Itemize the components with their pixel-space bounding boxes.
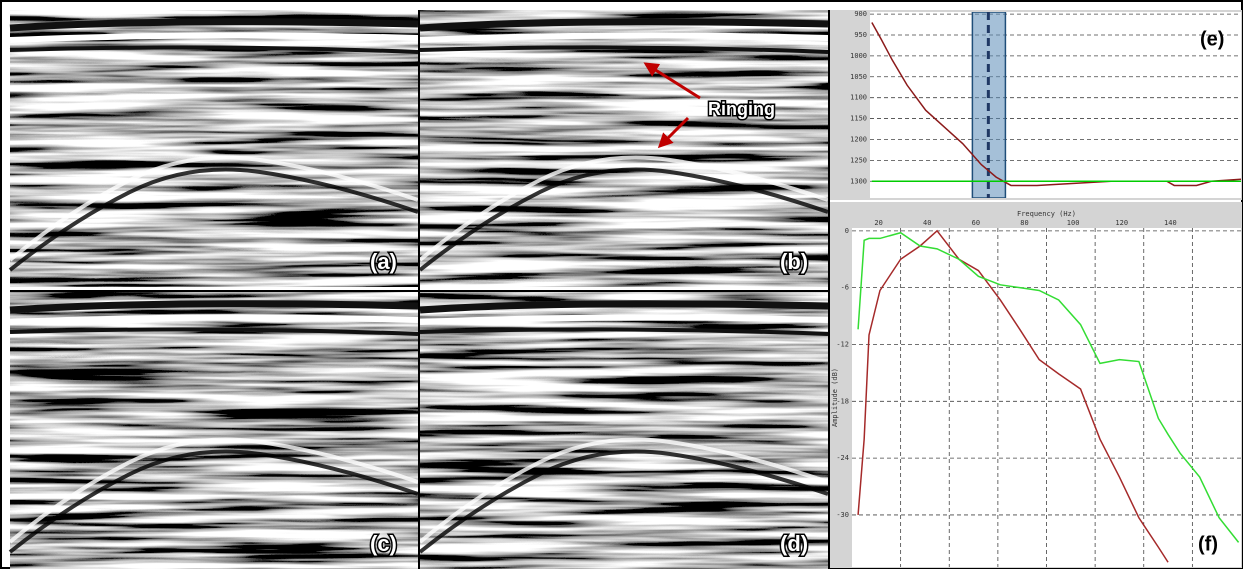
- panel-label: (d): [780, 531, 808, 556]
- seismic-image: [420, 292, 828, 569]
- x-tick-label: 120: [1115, 219, 1128, 227]
- x-tick-label: 100: [1067, 219, 1080, 227]
- x-tick-label: 40: [923, 219, 931, 227]
- y-tick-label: 1250: [850, 156, 867, 164]
- plot-area: [857, 229, 1240, 563]
- chart-label: (f): [1198, 533, 1218, 555]
- reflector: [419, 300, 829, 314]
- y-tick-label: 900: [854, 10, 867, 18]
- y-tick-label: -24: [836, 454, 849, 462]
- y-tick-label: -18: [836, 397, 849, 405]
- y-tick-label: 950: [854, 31, 867, 39]
- y-tick-label: 1300: [850, 177, 867, 185]
- reflector: [8, 449, 419, 554]
- reflector: [9, 327, 419, 336]
- seismic-image: [10, 10, 418, 287]
- arrow: [643, 62, 701, 100]
- y-tick-label: -6: [841, 284, 849, 292]
- y-tick-label: -30: [836, 511, 849, 519]
- reflector: [419, 18, 829, 32]
- seismic-image: [420, 10, 828, 287]
- y-tick-label: 1050: [850, 73, 867, 81]
- reflector: [9, 18, 419, 32]
- reflector: [8, 167, 419, 272]
- reflector: [9, 300, 419, 314]
- reflector: [418, 167, 829, 272]
- chart-e-plot: [870, 12, 1241, 198]
- seismic-image: [10, 292, 418, 569]
- y-tick-label: 1000: [850, 52, 867, 60]
- reflector: [8, 155, 419, 262]
- annotation: Ringing: [708, 99, 775, 119]
- y-tick-label: 1100: [850, 94, 867, 102]
- series-line: [857, 229, 1169, 563]
- y-tick-label: 1150: [850, 115, 867, 123]
- seismic-panels: (a) (b) (c) (d): [8, 10, 829, 569]
- ringing-annotation: Ringing: [643, 62, 776, 149]
- arrow: [657, 116, 690, 149]
- x-tick-label: 80: [1020, 219, 1028, 227]
- reflector: [418, 449, 829, 554]
- reflector: [9, 314, 419, 325]
- y-tick-label: -12: [836, 340, 849, 348]
- panel-label: (b): [780, 249, 808, 274]
- reflector: [9, 32, 419, 43]
- y-tick-label: 0: [845, 227, 849, 235]
- chart-label: (e): [1200, 28, 1224, 50]
- reflector: [419, 45, 829, 54]
- reflector: [9, 45, 419, 54]
- reflector: [418, 155, 829, 262]
- reflector: [419, 327, 829, 336]
- reflector: [418, 437, 829, 544]
- x-axis-title: Frequency (Hz): [1017, 210, 1076, 218]
- panel-label: (c): [370, 531, 397, 556]
- x-tick-label: 60: [972, 219, 980, 227]
- y-tick-label: 1200: [850, 135, 867, 143]
- x-tick-label: 20: [874, 219, 882, 227]
- y-axis-title: Amplitude (dB): [831, 368, 839, 427]
- x-tick-label: 140: [1164, 219, 1177, 227]
- reflector: [419, 314, 829, 325]
- reflector: [8, 437, 419, 544]
- plot-area: [871, 12, 1241, 198]
- series-line: [857, 231, 1240, 543]
- panel-label: (a): [370, 249, 397, 274]
- reflector: [419, 32, 829, 43]
